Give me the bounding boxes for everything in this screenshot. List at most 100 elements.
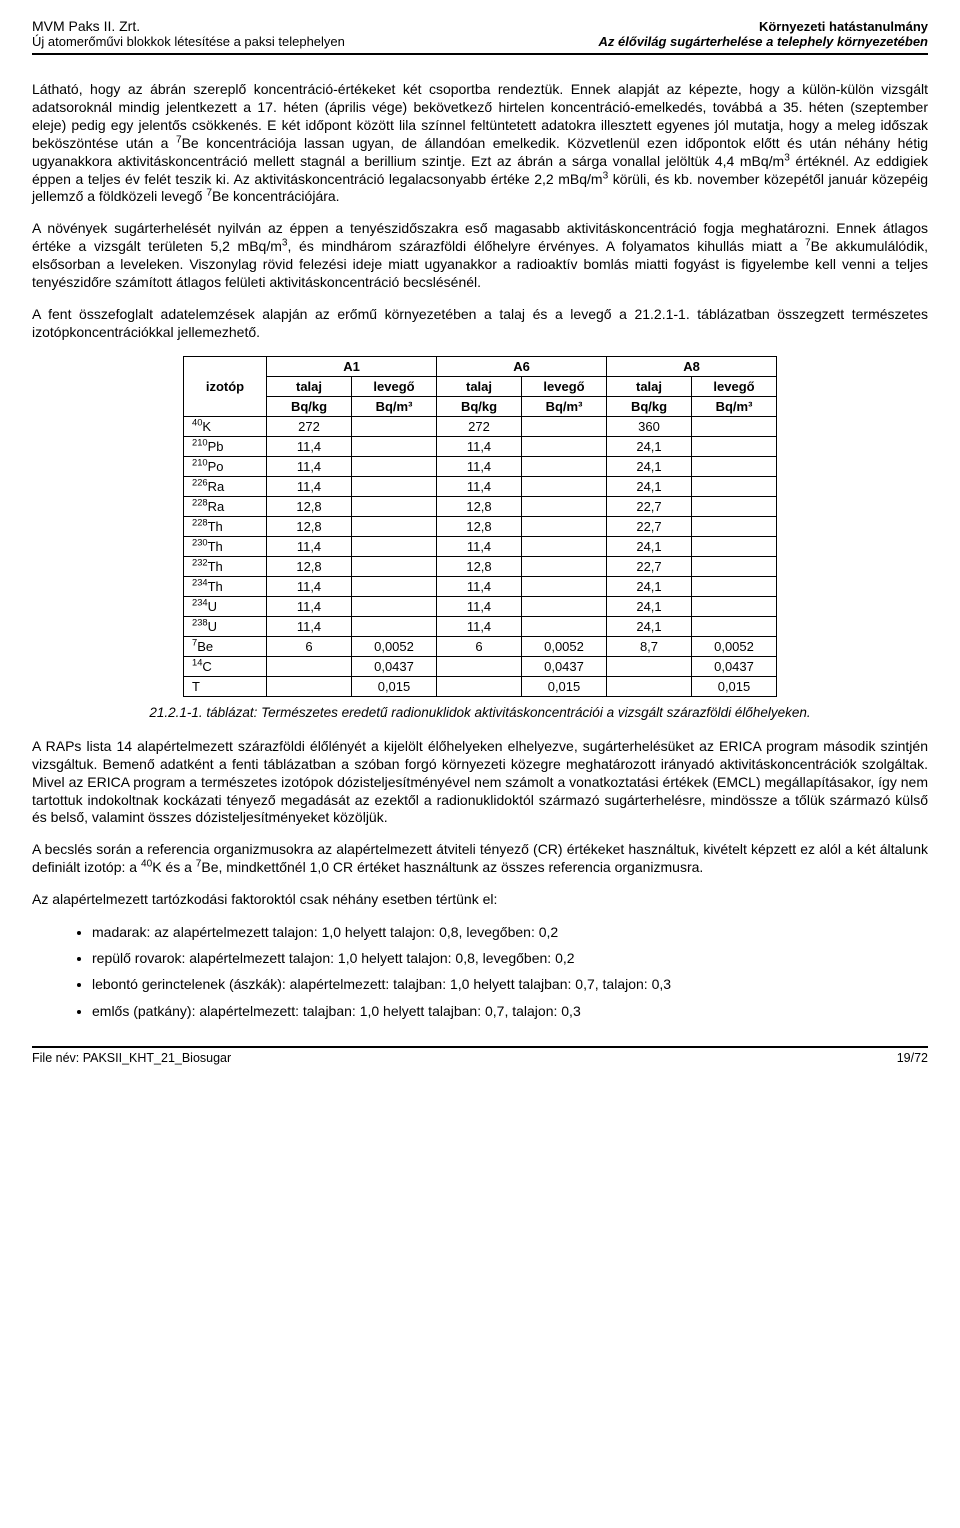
cell-isotope: 234Th bbox=[184, 576, 267, 596]
cell-value bbox=[522, 436, 607, 456]
paragraph-4: A RAPs lista 14 alapértelmezett szárazfö… bbox=[32, 738, 928, 828]
cell-value bbox=[522, 496, 607, 516]
cell-value: 11,4 bbox=[437, 616, 522, 636]
sup-40: 40 bbox=[141, 859, 152, 870]
cell-value: 11,4 bbox=[267, 536, 352, 556]
header-rule bbox=[32, 53, 928, 55]
cell-value: 0,015 bbox=[352, 676, 437, 696]
paragraph-3: A fent összefoglalt adatelemzések alapjá… bbox=[32, 306, 928, 342]
cell-value bbox=[352, 616, 437, 636]
cell-value: 12,8 bbox=[437, 516, 522, 536]
cell-value bbox=[692, 476, 777, 496]
cell-isotope: 226Ra bbox=[184, 476, 267, 496]
cell-value bbox=[522, 616, 607, 636]
cell-value: 6 bbox=[437, 636, 522, 656]
cell-value bbox=[352, 536, 437, 556]
cell-value: 0,015 bbox=[522, 676, 607, 696]
footer-right: 19/72 bbox=[897, 1051, 928, 1065]
cell-value: 11,4 bbox=[437, 476, 522, 496]
cell-value bbox=[522, 596, 607, 616]
cell-value bbox=[352, 416, 437, 436]
cell-value bbox=[692, 556, 777, 576]
cell-value bbox=[522, 576, 607, 596]
cell-value bbox=[692, 436, 777, 456]
p1-e: Be koncentrációjára. bbox=[212, 188, 340, 204]
cell-value bbox=[607, 656, 692, 676]
cell-value bbox=[352, 576, 437, 596]
cell-isotope: 238U bbox=[184, 616, 267, 636]
cell-value bbox=[692, 496, 777, 516]
th-a1: A1 bbox=[267, 356, 437, 376]
cell-value bbox=[352, 496, 437, 516]
cell-value: 24,1 bbox=[607, 596, 692, 616]
th-a6-talaj: talaj bbox=[437, 376, 522, 396]
cell-value: 11,4 bbox=[437, 596, 522, 616]
header-left-top: MVM Paks II. Zrt. bbox=[32, 18, 140, 34]
cell-value bbox=[692, 536, 777, 556]
cell-value bbox=[692, 576, 777, 596]
cell-isotope: 210Po bbox=[184, 456, 267, 476]
header-row-1: MVM Paks II. Zrt. Környezeti hatástanulm… bbox=[32, 18, 928, 34]
p5-c: Be, mindkettőnél 1,0 CR értéket használt… bbox=[201, 859, 703, 875]
cell-isotope: 232Th bbox=[184, 556, 267, 576]
cell-value bbox=[522, 556, 607, 576]
cell-value: 24,1 bbox=[607, 536, 692, 556]
p2-b: , és mindhárom szárazföldi élőhelyre érv… bbox=[288, 238, 806, 254]
header-right-top: Környezeti hatástanulmány bbox=[759, 19, 928, 34]
cell-value: 22,7 bbox=[607, 496, 692, 516]
cell-value: 11,4 bbox=[267, 616, 352, 636]
cell-value: 24,1 bbox=[607, 476, 692, 496]
cell-value bbox=[352, 476, 437, 496]
th-a6-levego: levegő bbox=[522, 376, 607, 396]
cell-value: 6 bbox=[267, 636, 352, 656]
cell-value bbox=[267, 656, 352, 676]
cell-value: 360 bbox=[607, 416, 692, 436]
cell-value bbox=[522, 456, 607, 476]
cell-value: 24,1 bbox=[607, 576, 692, 596]
cell-value: 272 bbox=[267, 416, 352, 436]
table-row: 228Ra12,812,822,7 bbox=[184, 496, 777, 516]
th-a8-levego: levegő bbox=[692, 376, 777, 396]
cell-value bbox=[352, 456, 437, 476]
th-a6-bqm3: Bq/m³ bbox=[522, 396, 607, 416]
cell-value: 0,0052 bbox=[352, 636, 437, 656]
page: MVM Paks II. Zrt. Környezeti hatástanulm… bbox=[0, 0, 960, 1085]
cell-value bbox=[692, 596, 777, 616]
cell-value bbox=[522, 536, 607, 556]
table-row: 230Th11,411,424,1 bbox=[184, 536, 777, 556]
cell-value bbox=[352, 516, 437, 536]
th-a6-bqkg: Bq/kg bbox=[437, 396, 522, 416]
cell-value: 22,7 bbox=[607, 516, 692, 536]
table-row: 7Be60,005260,00528,70,0052 bbox=[184, 636, 777, 656]
paragraph-2: A növények sugárterhelését nyilván az ép… bbox=[32, 220, 928, 292]
table-row: 210Po11,411,424,1 bbox=[184, 456, 777, 476]
th-a8-talaj: talaj bbox=[607, 376, 692, 396]
cell-value: 24,1 bbox=[607, 616, 692, 636]
cell-isotope: 40K bbox=[184, 416, 267, 436]
list-item: emlős (patkány): alapértelmezett: talajb… bbox=[92, 1002, 928, 1020]
cell-value bbox=[437, 656, 522, 676]
table-row: 40K272272360 bbox=[184, 416, 777, 436]
paragraph-5: A becslés során a referencia organizmuso… bbox=[32, 841, 928, 877]
cell-isotope: 228Ra bbox=[184, 496, 267, 516]
cell-value: 11,4 bbox=[437, 576, 522, 596]
cell-value bbox=[692, 416, 777, 436]
cell-value: 11,4 bbox=[437, 536, 522, 556]
cell-value: 11,4 bbox=[267, 476, 352, 496]
cell-value bbox=[352, 436, 437, 456]
cell-value: 12,8 bbox=[437, 556, 522, 576]
cell-value: 0,0437 bbox=[352, 656, 437, 676]
cell-value: 0,0437 bbox=[692, 656, 777, 676]
cell-isotope: 230Th bbox=[184, 536, 267, 556]
table-row: 234Th11,411,424,1 bbox=[184, 576, 777, 596]
cell-value: 12,8 bbox=[267, 556, 352, 576]
cell-value bbox=[692, 516, 777, 536]
cell-isotope: 14C bbox=[184, 656, 267, 676]
paragraph-1: Látható, hogy az ábrán szereplő koncentr… bbox=[32, 81, 928, 206]
cell-value: 11,4 bbox=[437, 456, 522, 476]
table-caption: 21.2.1-1. táblázat: Természetes eredetű … bbox=[72, 705, 888, 720]
table-row: 210Pb11,411,424,1 bbox=[184, 436, 777, 456]
paragraph-6: Az alapértelmezett tartózkodási faktorok… bbox=[32, 891, 928, 909]
isotope-table: izotóp A1 A6 A8 talaj levegő talaj leveg… bbox=[183, 356, 777, 697]
cell-value: 11,4 bbox=[267, 576, 352, 596]
